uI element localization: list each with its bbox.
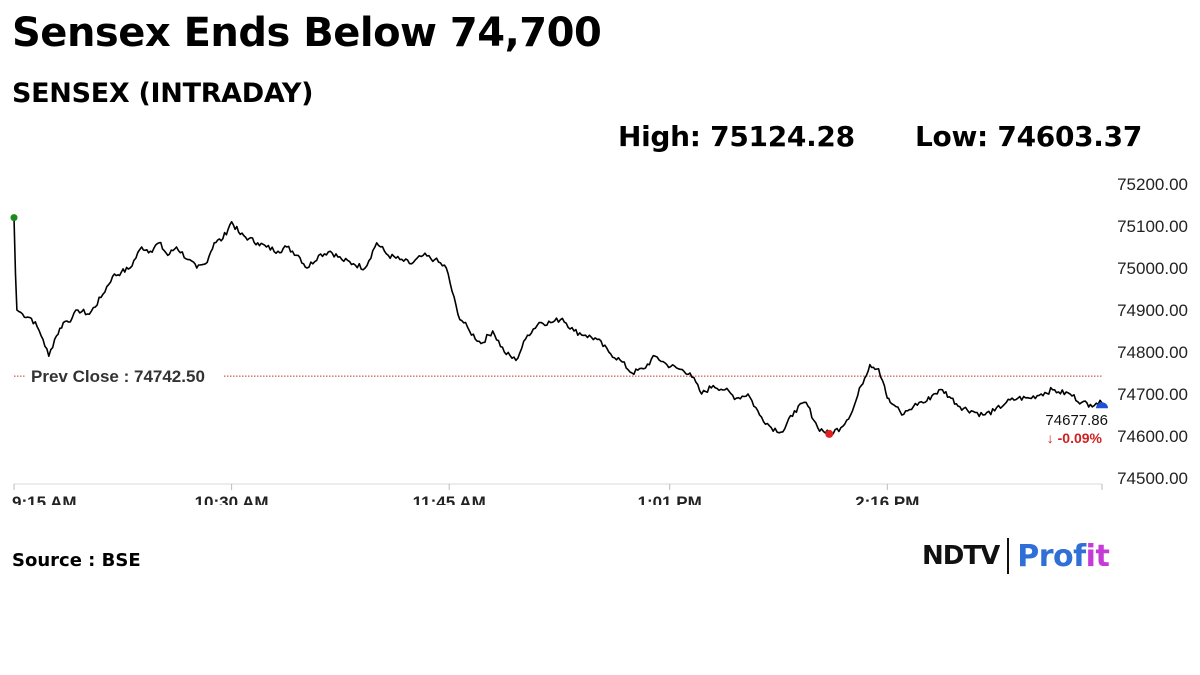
y-tick-label: 74600.00 <box>1117 427 1188 446</box>
y-tick-label: 74800.00 <box>1117 343 1188 362</box>
day-low-stat: Low: 74603.37 <box>915 120 1143 153</box>
sensex-series-line <box>13 217 1103 435</box>
y-tick-label: 75200.00 <box>1117 175 1188 194</box>
brand-profit-a: Prof <box>1017 538 1086 574</box>
last-price-marker <box>1096 402 1108 409</box>
y-tick-label: 74900.00 <box>1117 301 1188 320</box>
open-marker <box>10 214 18 222</box>
brand-profit-b: it <box>1085 538 1110 574</box>
brand-profit: Profit <box>1017 538 1110 574</box>
brand-divider <box>1007 538 1010 574</box>
ndtv-profit-logo: NDTV Profit <box>922 536 1110 576</box>
x-tick-label: 9:15 AM <box>12 493 77 505</box>
day-high-stat: High: 75124.28 <box>618 120 855 153</box>
x-tick-label: 2:16 PM <box>855 493 919 505</box>
plot-area: 9:15 AM 10:30 AM 11:45 AM 1:01 PM 2:16 PM 752… <box>10 175 1188 505</box>
day-low-marker <box>825 429 834 438</box>
y-tick-label: 75100.00 <box>1117 217 1188 236</box>
change-label: ↓ -0.09% <box>1047 430 1103 446</box>
x-tick-label: 10:30 AM <box>195 493 269 505</box>
headline: Sensex Ends Below 74,700 <box>12 10 602 56</box>
sensex-intraday-chart: 9:15 AM 10:30 AM 11:45 AM 1:01 PM 2:16 PM 752… <box>10 175 1188 505</box>
prev-close-label: Prev Close : 74742.50 <box>31 367 205 386</box>
x-tick-label: 1:01 PM <box>638 493 702 505</box>
x-tick-label: 11:45 AM <box>413 493 486 505</box>
brand-ndtv: NDTV <box>922 541 1000 571</box>
chart-title: SENSEX (INTRADAY) <box>12 78 314 109</box>
y-tick-label: 75000.00 <box>1117 259 1188 278</box>
y-tick-label: 74500.00 <box>1117 469 1188 488</box>
y-tick-label: 74700.00 <box>1117 385 1188 404</box>
prev-close-label-bg <box>26 365 224 388</box>
last-price-label: 74677.86 <box>1045 412 1108 429</box>
source-label: Source : BSE <box>12 550 141 571</box>
